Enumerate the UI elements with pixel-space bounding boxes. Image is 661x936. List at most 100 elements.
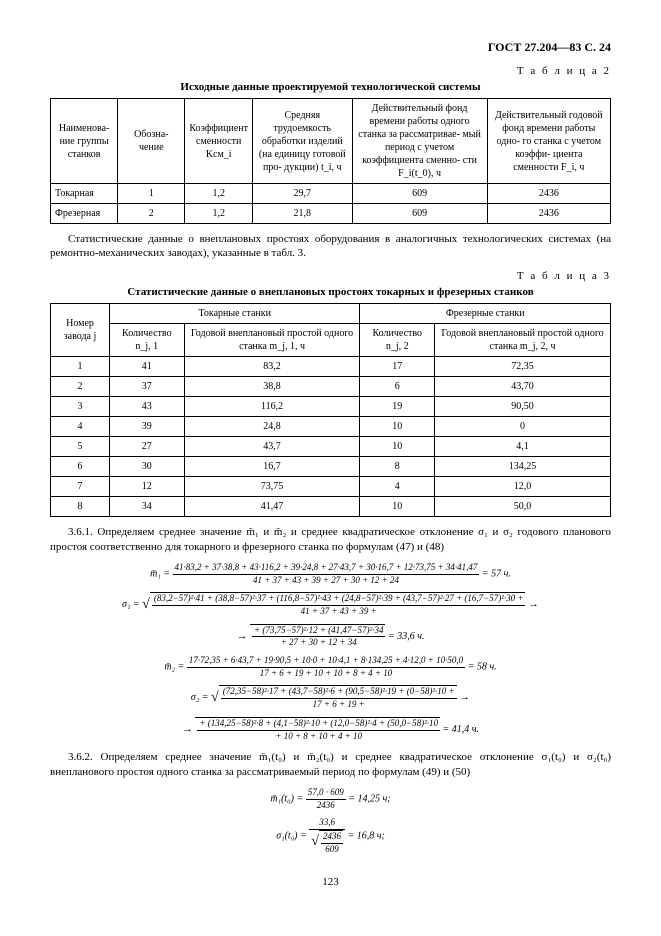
cell: 116,2 — [184, 397, 360, 417]
th-c3: Коэффициент сменности Kсм_i — [185, 99, 253, 184]
f6-num1: 33,6 — [309, 817, 345, 830]
cell: 1,2 — [185, 204, 253, 224]
cell: 10 — [360, 497, 435, 517]
cell: 12,0 — [435, 477, 611, 497]
th-c1: Наименова- ние группы станков — [51, 99, 118, 184]
cell: 609 — [352, 184, 487, 204]
table2: Наименова- ние группы станков Обозна- че… — [50, 98, 611, 224]
th-s4: Годовой внеплановый простой одного станк… — [435, 324, 611, 357]
f1-den: 41 + 37 + 43 + 39 + 27 + 30 + 12 + 24 — [173, 575, 480, 587]
cell: 43,7 — [184, 437, 360, 457]
arrow-icon: → — [459, 691, 470, 703]
paragraph362: 3.6.2. Определяем среднее значение m̄₁(t… — [50, 750, 611, 779]
cell: 16,7 — [184, 457, 360, 477]
table-row: Токарная11,229,76092436 — [51, 184, 611, 204]
table-row: 52743,7104,1 — [51, 437, 611, 457]
f2-den2: + 27 + 30 + 12 + 34 — [252, 637, 385, 649]
table-row: 83441,471050,0 — [51, 497, 611, 517]
cell: 50,0 — [435, 497, 611, 517]
formula-sigma1-a: σ₁ = (83,2−57)²·41 + (38,8−57)²·37 + (11… — [50, 592, 611, 617]
table-row: 63016,78134,25 — [51, 457, 611, 477]
cell: 4 — [360, 477, 435, 497]
cell: 1,2 — [185, 184, 253, 204]
formula-m1: m̄₁ = 41·83,2 + 37·38,8 + 43·116,2 + 39·… — [50, 562, 611, 586]
table-row: 71273,75412,0 — [51, 477, 611, 497]
cell: 90,50 — [435, 397, 611, 417]
cell: 12 — [110, 477, 185, 497]
cell: 2 — [51, 377, 110, 397]
formula-m1t0: m̄₁(t₀) = 57,0 · 609 2436 = 14,25 ч; — [50, 787, 611, 811]
f6-rhs: = 16,8 ч; — [347, 831, 384, 842]
f4-lhs: σ₂ = — [191, 692, 209, 703]
formula-sigma2-b: → + (134,25−58)²·8 + (4,1−58)²·10 + (12,… — [50, 717, 611, 742]
formula-m2: m̄₂ = 17·72,35 + 6·43,7 + 19·90,5 + 10·0… — [50, 655, 611, 679]
cell: 10 — [360, 417, 435, 437]
f5-lhs: m̄₁(t₀) = — [270, 793, 303, 804]
th-s3: Количество n_j, 2 — [360, 324, 435, 357]
formula-sigma1t0: σ₁(t₀) = 33,6 2436 609 = 16,8 ч; — [50, 817, 611, 855]
cell: 4 — [51, 417, 110, 437]
cell: 6 — [51, 457, 110, 477]
cell: 72,35 — [435, 357, 611, 377]
table3-label: Т а б л и ц а 3 — [50, 269, 611, 283]
f6-lhs: σ₁(t₀) = — [276, 831, 307, 842]
table-row: Фрезерная21,221,86092436 — [51, 204, 611, 224]
cell: 6 — [360, 377, 435, 397]
cell: 21,8 — [253, 204, 353, 224]
cell: 0 — [435, 417, 611, 437]
cell: 43 — [110, 397, 185, 417]
table3: Номер завода j Токарные станки Фрезерные… — [50, 303, 611, 517]
cell: 29,7 — [253, 184, 353, 204]
cell: 2436 — [487, 184, 610, 204]
f6-den2: 609 — [321, 844, 343, 856]
cell: 609 — [352, 204, 487, 224]
cell: 38,8 — [184, 377, 360, 397]
arrow-icon: → — [528, 598, 539, 610]
cell: 7 — [51, 477, 110, 497]
f3-lhs: m̄₂ = — [164, 662, 184, 673]
f4-num2: + (134,25−58)²·8 + (4,1−58)²·10 + (12,0−… — [197, 718, 440, 731]
f2-lhs: σ₁ = — [122, 599, 140, 610]
cell: 73,75 — [184, 477, 360, 497]
f5-num: 57,0 · 609 — [306, 787, 346, 800]
page-header: ГОСТ 27.204—83 С. 24 — [50, 40, 611, 56]
cell: 37 — [110, 377, 185, 397]
th-c2: Обозна- чение — [118, 99, 185, 184]
cell: 4,1 — [435, 437, 611, 457]
cell: 3 — [51, 397, 110, 417]
paragraph361: 3.6.1. Определяем среднее значение m̄₁ и… — [50, 525, 611, 554]
cell: 8 — [51, 497, 110, 517]
table-row: 14183,21772,35 — [51, 357, 611, 377]
table2-label: Т а б л и ц а 2 — [50, 64, 611, 78]
cell: 43,70 — [435, 377, 611, 397]
cell: 83,2 — [184, 357, 360, 377]
cell: 1 — [118, 184, 185, 204]
cell: 24,8 — [184, 417, 360, 437]
f3-den: 17 + 6 + 19 + 10 + 10 + 8 + 4 + 10 — [187, 668, 465, 680]
table-row: 343116,21990,50 — [51, 397, 611, 417]
cell: 19 — [360, 397, 435, 417]
page-number: 123 — [50, 875, 611, 889]
f2-num2: + (73,75−57)²·12 + (41,47−57)²·34 — [252, 625, 385, 638]
cell: 30 — [110, 457, 185, 477]
f3-num: 17·72,35 + 6·43,7 + 19·90,5 + 10·0 + 10·… — [187, 655, 465, 668]
f5-den: 2436 — [306, 800, 346, 812]
th-c5: Действительный фонд времени работы одног… — [352, 99, 487, 184]
formula-sigma1-b: → + (73,75−57)²·12 + (41,47−57)²·34 + 27… — [50, 624, 611, 649]
th-c6: Действительный годовой фонд времени рабо… — [487, 99, 610, 184]
cell: 39 — [110, 417, 185, 437]
cell: 1 — [51, 357, 110, 377]
f2-num1: (83,2−57)²·41 + (38,8−57)²·37 + (116,8−5… — [152, 593, 526, 606]
f1-rhs: = 57 ч. — [482, 568, 511, 579]
paragraph1: Статистические данные о внеплановых прос… — [50, 232, 611, 261]
f6-num2: 2436 — [321, 831, 343, 844]
f4-num1: (72,35−58)²·17 + (43,7−58)²·6 + (90,5−58… — [221, 686, 457, 699]
f2-den1: 41 + 37 + 43 + 39 + — [152, 606, 526, 618]
f4-den2: + 10 + 8 + 10 + 4 + 10 — [197, 731, 440, 743]
table-row: 23738,8643,70 — [51, 377, 611, 397]
th-g1: Токарные станки — [110, 304, 360, 324]
cell: Фрезерная — [51, 204, 118, 224]
th-g0: Номер завода j — [51, 304, 110, 357]
table2-caption: Исходные данные проектируемой технологич… — [50, 80, 611, 94]
cell: 5 — [51, 437, 110, 457]
